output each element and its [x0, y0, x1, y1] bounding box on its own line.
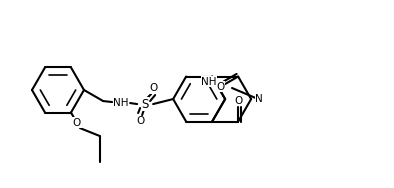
Text: S: S — [141, 98, 149, 111]
Text: NH: NH — [201, 77, 217, 86]
Text: O: O — [136, 116, 144, 126]
Text: O: O — [149, 83, 157, 93]
Text: NH: NH — [113, 98, 129, 108]
Text: O: O — [216, 82, 224, 92]
Text: N: N — [255, 94, 263, 104]
Text: O: O — [73, 118, 81, 128]
Text: O: O — [234, 96, 242, 106]
